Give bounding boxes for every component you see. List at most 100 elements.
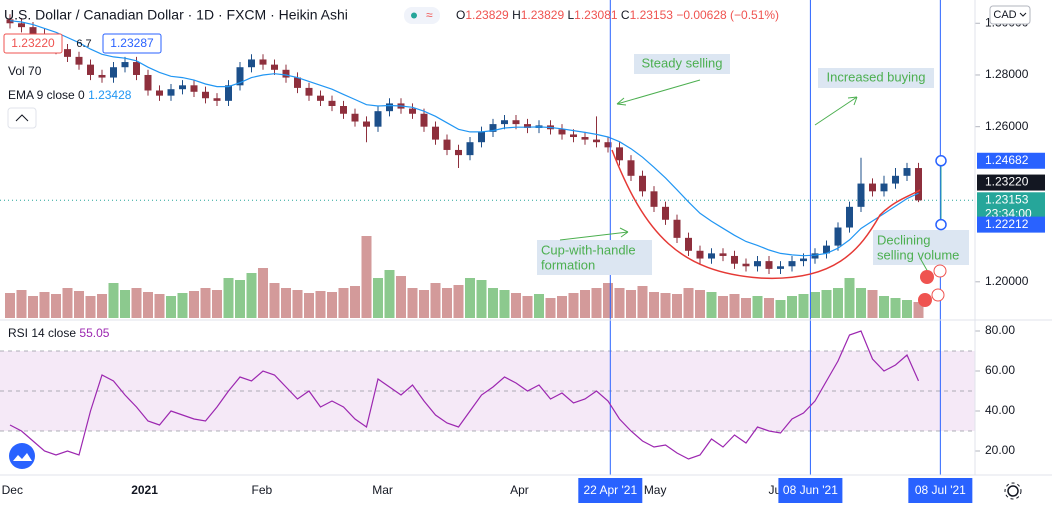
candle-body: [282, 69, 290, 78]
candle-body: [754, 261, 761, 267]
annotation: Increased buying: [826, 69, 925, 84]
ohlc-key: C: [621, 8, 630, 22]
event-icons: [918, 264, 947, 307]
volume-last: 70: [28, 64, 42, 78]
volume-bar: [568, 293, 579, 318]
volume-bar: [120, 290, 130, 318]
price-label-box: [977, 174, 1045, 191]
volume-bar: [223, 278, 234, 318]
candle-body: [662, 206, 669, 220]
volume-bar: [741, 298, 751, 318]
volume-bar: [212, 290, 222, 318]
candle-body: [489, 124, 497, 132]
ohlc-legend: O1.23829 H1.23829 L1.23081 C1.23153 −0.0…: [456, 8, 779, 22]
candle-body: [834, 227, 842, 246]
volume-bar: [108, 283, 119, 318]
y-tick-label: 1.26000: [985, 119, 1029, 133]
ema-name: EMA 9 close 0: [8, 88, 85, 102]
compare-icon[interactable]: ≈: [404, 7, 440, 24]
annotation: Steady selling: [642, 55, 723, 70]
spread: 6.7: [76, 38, 91, 50]
y-tick-label: 40.00: [985, 403, 1015, 417]
y-tick-label: 1.28000: [985, 67, 1029, 81]
candle-body: [800, 258, 807, 262]
volume-bar: [787, 296, 797, 318]
candle-body: [869, 183, 876, 192]
x-tick-label: Dec: [2, 483, 23, 497]
marker-box: [908, 478, 973, 503]
ask-box[interactable]: [102, 33, 162, 54]
volume-bar: [442, 288, 452, 318]
candle-body: [144, 74, 152, 91]
rsi-last: 55.05: [79, 326, 109, 340]
volume-bar: [315, 291, 326, 318]
price-label: 1.23220: [985, 175, 1029, 189]
candle-body: [524, 124, 531, 128]
collapse-button[interactable]: [7, 107, 37, 129]
volume-bar: [396, 276, 406, 318]
marker-label: 22 Apr '21: [583, 483, 637, 497]
volume-bar: [660, 293, 671, 318]
annotation: selling volume: [877, 247, 959, 262]
candle-body: [846, 206, 853, 228]
marker-label: 08 Jul '21: [915, 483, 966, 497]
ohlc-value: 1.23153: [630, 8, 674, 22]
volume-bar: [235, 280, 245, 318]
candle-body: [110, 67, 117, 78]
measure-handle: [935, 155, 947, 167]
ohlc-change: −0.00628 (−0.51%): [676, 8, 779, 22]
volume-bar: [764, 298, 774, 318]
svg-text:≈: ≈: [426, 8, 433, 22]
volume-bar: [430, 283, 441, 318]
price-label: 1.22212: [985, 217, 1029, 231]
ema-line: [9, 20, 919, 257]
volume-bar: [476, 280, 487, 318]
volume-bar: [419, 290, 429, 318]
marker-box: [578, 478, 643, 503]
candle-body: [236, 67, 244, 86]
annotation: Cup-with-handle: [541, 242, 636, 257]
candle-body: [271, 64, 278, 70]
currency-box[interactable]: [989, 5, 1031, 25]
candle-body: [650, 191, 658, 207]
candle-body: [225, 85, 232, 101]
candle-body: [248, 59, 255, 68]
candle-body: [64, 49, 71, 57]
volume-bar: [637, 286, 648, 318]
volume-bar: [649, 292, 659, 318]
settings-icon[interactable]: [1004, 482, 1022, 500]
candle-body: [570, 134, 577, 138]
bid-box[interactable]: [3, 33, 63, 54]
candle-body: [294, 77, 301, 88]
ema-legend: EMA 9 close 0 1.23428: [8, 88, 132, 102]
volume-bar: [557, 296, 567, 318]
volume-bar: [189, 291, 199, 318]
candle-body: [777, 266, 784, 269]
candle-body: [190, 85, 198, 92]
candle-body: [374, 111, 382, 127]
candle-body: [616, 147, 623, 161]
volume-bar: [28, 296, 38, 318]
candle-body: [409, 108, 416, 114]
volume-legend: Vol 70: [8, 64, 42, 78]
y-tick-label: 80.00: [985, 323, 1015, 337]
volume-bar: [74, 291, 84, 318]
price-label-box: [977, 152, 1045, 169]
volume-bar: [729, 294, 740, 318]
candle-body: [133, 62, 140, 75]
candle-body: [512, 120, 520, 125]
volume-bar: [879, 296, 889, 318]
candle-body: [892, 175, 899, 184]
volume-bar: [672, 294, 682, 318]
dropdown-arrow: [1019, 12, 1027, 17]
measure-handle: [935, 218, 947, 231]
candle-body: [719, 253, 727, 256]
ask: 1.23287: [110, 36, 154, 50]
candle-body: [6, 19, 14, 24]
volume-bar: [85, 296, 96, 318]
volume-bar: [856, 288, 866, 318]
candle-body: [788, 261, 796, 267]
candle-body: [455, 149, 462, 156]
volume-bar: [373, 278, 383, 318]
logo[interactable]: [9, 443, 35, 469]
